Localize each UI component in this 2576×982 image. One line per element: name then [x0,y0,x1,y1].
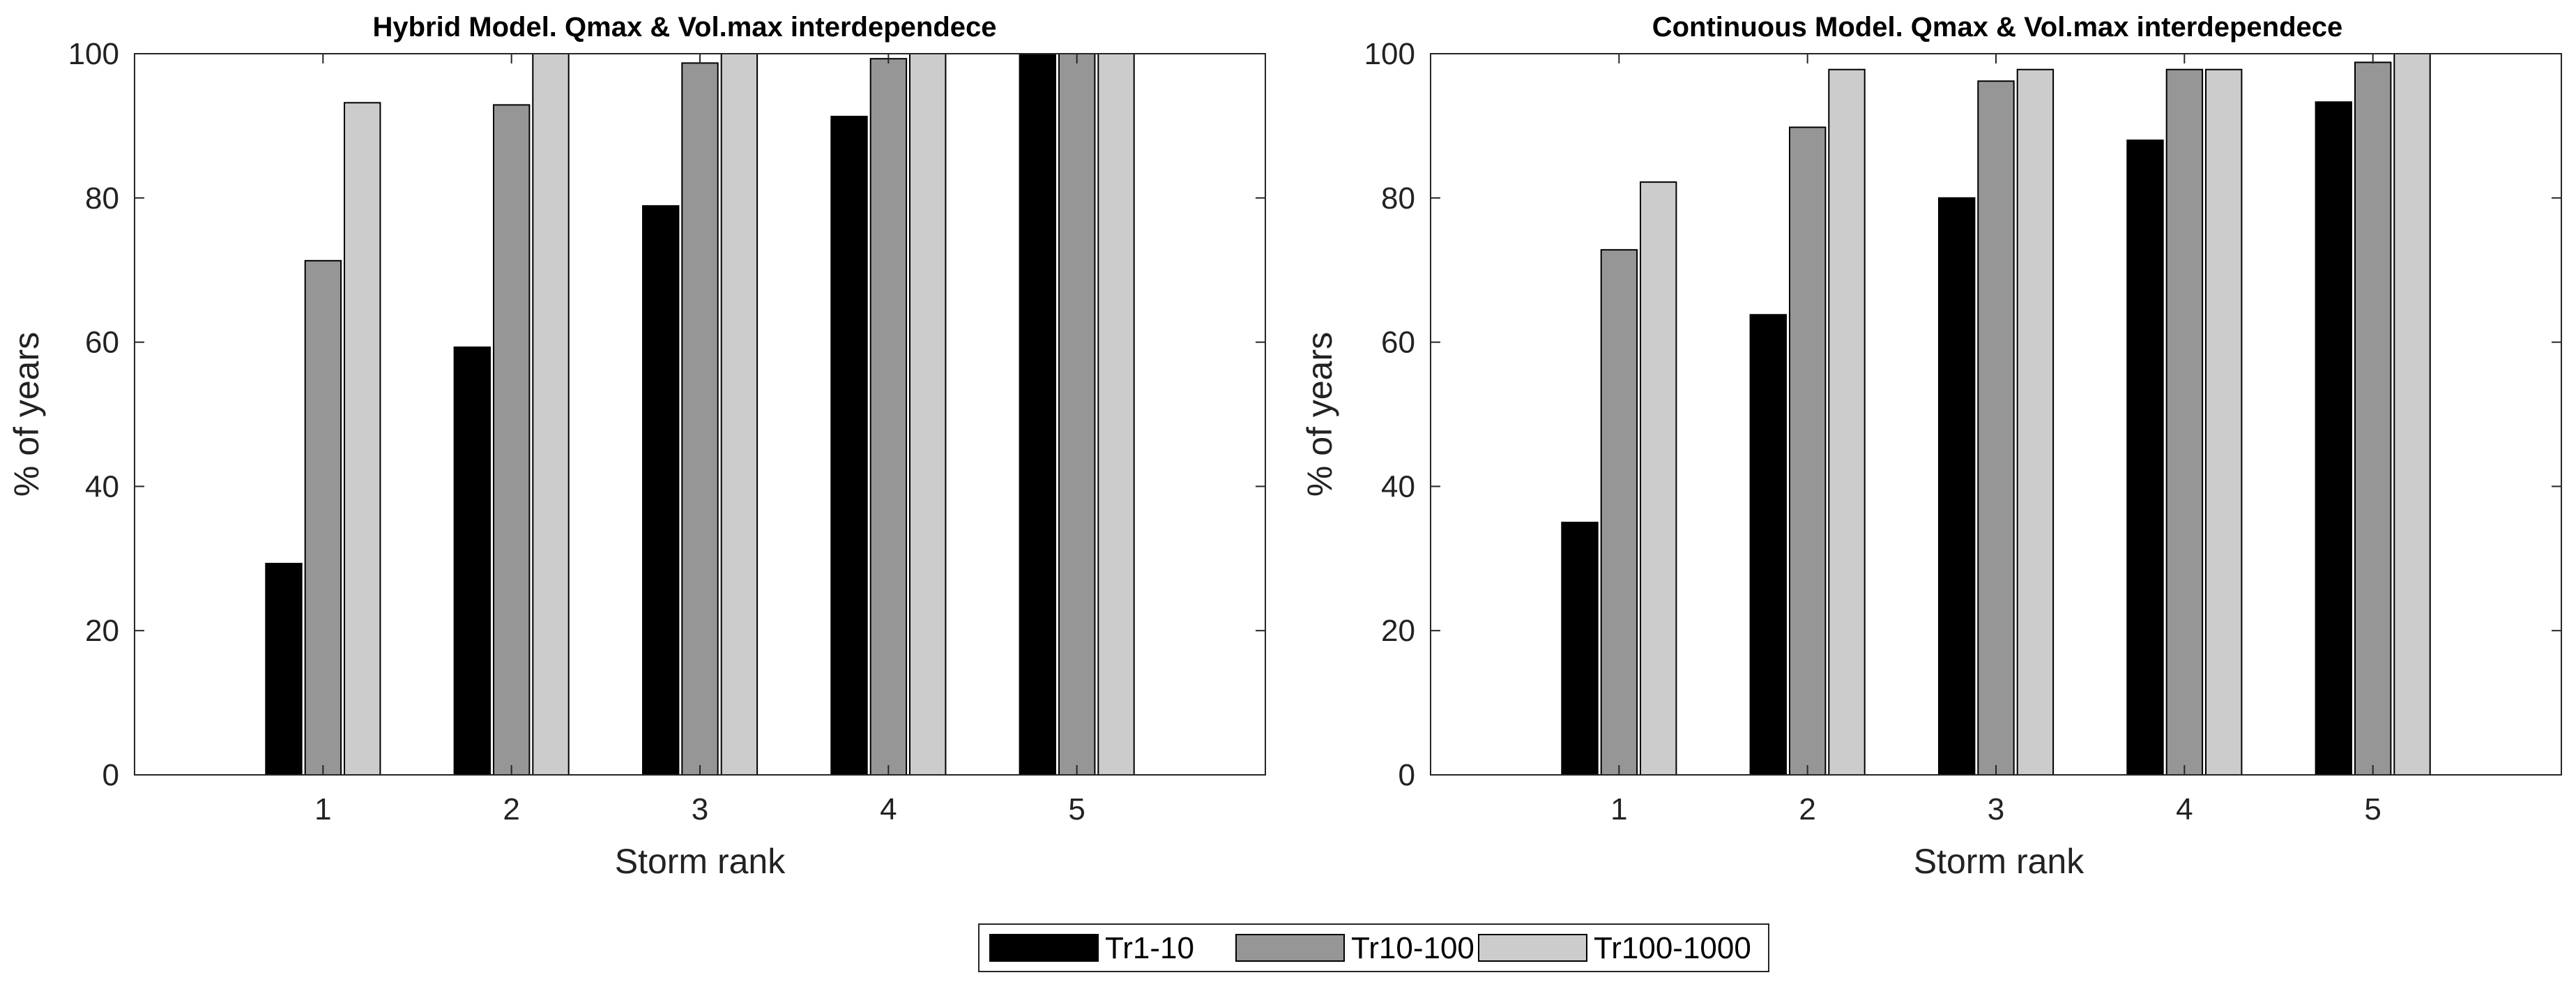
bar-tr100-1000-rank-4 [2205,68,2243,776]
legend-swatch [1235,934,1345,962]
tick-marks [135,53,1265,776]
bar-tr10-100-rank-2 [493,104,531,776]
bar-tr1-10-rank-5 [2315,101,2353,776]
y-tick-labels: 0 20 40 60 80 100 [68,37,119,792]
bar-group [265,53,1135,776]
bar-tr10-100-rank-3 [681,62,719,776]
legend-swatch [989,934,1099,962]
y-tick-label: 20 [1381,614,1415,648]
y-tick-label: 0 [102,758,119,792]
bar-tr100-1000-rank-1 [1640,181,1677,776]
bar-tr10-100-rank-2 [1789,126,1827,776]
x-tick-label: 2 [1799,792,1815,826]
x-tick-label: 3 [692,792,708,826]
bar-tr1-10-rank-3 [642,205,680,776]
x-tick-label: 4 [2176,792,2193,826]
y-tick-labels: 0 20 40 60 80 100 [1364,37,1415,792]
x-tick-label: 5 [1068,792,1085,826]
y-tick-label: 0 [1398,758,1415,792]
legend: Tr1-10 Tr10-100 Tr100-1000 [978,923,1769,972]
x-tick-labels: 1 2 3 4 5 [1610,792,2381,826]
bar-tr100-1000-rank-4 [909,53,947,776]
bar-tr10-100-rank-1 [304,259,342,776]
legend-label: Tr10-100 [1351,931,1474,965]
bar-tr10-100-rank-1 [1600,249,1638,776]
bar-tr100-1000-rank-2 [532,53,570,776]
bar-tr10-100-rank-3 [1977,80,2015,776]
hybrid-model-chart: Hybrid Model. Qmax & Vol.max interdepend… [7,12,1266,881]
x-tick-label: 5 [2364,792,2381,826]
legend-label: Tr1-10 [1105,931,1194,965]
y-tick-label: 80 [85,181,119,216]
bar-tr10-100-rank-4 [869,58,908,776]
bar-tr100-1000-rank-1 [344,102,381,776]
legend-swatch [1478,934,1587,962]
continuous-model-chart: Continuous Model. Qmax & Vol.max interde… [1300,12,2562,881]
tick-marks [1431,53,2561,776]
y-axis-label: % of years [1300,332,1339,497]
bar-tr100-1000-rank-5 [2393,53,2431,776]
bar-tr100-1000-rank-3 [720,53,759,776]
y-tick-label: 20 [85,614,119,648]
legend-box [978,923,1769,972]
x-axis-label: Storm rank [1914,842,2085,881]
y-tick-label: 60 [85,326,119,360]
legend-label: Tr100-1000 [1594,931,1751,965]
x-tick-label: 3 [1988,792,2004,826]
bar-tr1-10-rank-4 [830,116,868,776]
x-axis-label: Storm rank [615,842,786,881]
y-tick-label: 100 [1364,37,1415,71]
bar-tr100-1000-rank-5 [1097,53,1135,776]
legend-entries: Tr1-10 Tr10-100 Tr100-1000 [989,931,1751,965]
bar-tr1-10-rank-4 [2126,139,2164,776]
bar-tr1-10-rank-2 [453,346,491,776]
bar-tr10-100-rank-5 [1058,53,1096,776]
bar-tr100-1000-rank-2 [1828,68,1866,776]
y-tick-label: 100 [68,37,119,71]
y-tick-label: 80 [1381,181,1415,216]
chart-title: Continuous Model. Qmax & Vol.max interde… [1652,12,2343,43]
chart-title: Hybrid Model. Qmax & Vol.max interdepend… [372,12,996,43]
x-tick-label: 2 [503,792,519,826]
x-tick-label: 1 [314,792,331,826]
bar-tr1-10-rank-3 [1938,197,1976,776]
y-tick-label: 40 [85,469,119,504]
y-tick-label: 40 [1381,469,1415,504]
x-tick-label: 1 [1610,792,1627,826]
y-tick-label: 60 [1381,326,1415,360]
y-axis-label: % of years [7,332,46,497]
x-tick-labels: 1 2 3 4 5 [314,792,1085,826]
x-tick-label: 4 [880,792,897,826]
bar-tr100-1000-rank-3 [2016,68,2055,776]
bar-tr1-10-rank-5 [1019,53,1056,776]
bar-tr1-10-rank-1 [265,563,303,776]
bar-tr1-10-rank-1 [1561,522,1599,776]
bar-tr10-100-rank-4 [2165,68,2204,776]
bar-group [1561,53,2431,776]
bar-tr10-100-rank-5 [2354,61,2392,776]
bar-tr1-10-rank-2 [1749,314,1788,776]
